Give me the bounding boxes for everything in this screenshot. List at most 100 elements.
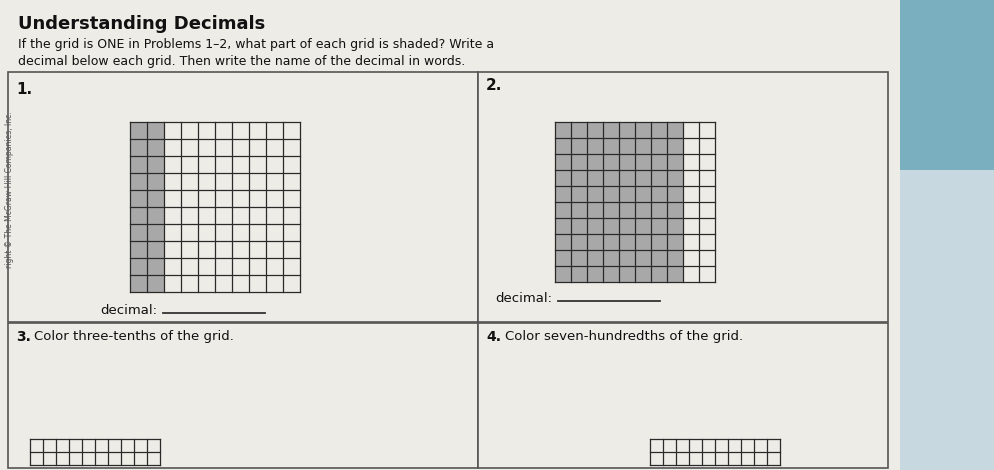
Bar bbox=[130, 224, 147, 241]
Text: 1.: 1. bbox=[16, 83, 32, 97]
Bar bbox=[130, 207, 147, 224]
Bar bbox=[602, 266, 618, 282]
Text: right © The McGraw-Hill Companies, Inc.: right © The McGraw-Hill Companies, Inc. bbox=[6, 112, 15, 268]
Bar bbox=[130, 258, 147, 275]
Bar bbox=[634, 234, 650, 250]
Bar bbox=[634, 122, 650, 138]
Bar bbox=[650, 154, 666, 170]
Text: 4.: 4. bbox=[485, 330, 501, 344]
Bar bbox=[666, 170, 682, 186]
Bar bbox=[666, 202, 682, 218]
Bar bbox=[666, 138, 682, 154]
Bar bbox=[147, 207, 164, 224]
Bar bbox=[650, 266, 666, 282]
Bar bbox=[586, 202, 602, 218]
Bar bbox=[650, 138, 666, 154]
Bar bbox=[8, 72, 477, 322]
Bar bbox=[666, 266, 682, 282]
Bar bbox=[650, 234, 666, 250]
Bar bbox=[634, 250, 650, 266]
Bar bbox=[666, 122, 682, 138]
Bar bbox=[477, 323, 887, 468]
Bar bbox=[477, 72, 887, 322]
Bar bbox=[618, 218, 634, 234]
Bar bbox=[602, 218, 618, 234]
Bar bbox=[571, 186, 586, 202]
Bar bbox=[650, 202, 666, 218]
Text: 2.: 2. bbox=[485, 78, 502, 93]
Bar bbox=[555, 250, 571, 266]
Bar bbox=[130, 275, 147, 292]
Bar bbox=[634, 138, 650, 154]
Bar bbox=[586, 154, 602, 170]
Bar bbox=[602, 138, 618, 154]
Bar bbox=[586, 122, 602, 138]
Bar bbox=[650, 186, 666, 202]
Bar bbox=[618, 202, 634, 218]
Bar bbox=[618, 122, 634, 138]
Bar bbox=[650, 170, 666, 186]
Bar bbox=[555, 154, 571, 170]
Bar bbox=[586, 250, 602, 266]
Bar bbox=[618, 234, 634, 250]
Bar bbox=[618, 250, 634, 266]
Bar bbox=[147, 258, 164, 275]
Bar bbox=[555, 186, 571, 202]
Bar bbox=[147, 275, 164, 292]
Bar bbox=[602, 186, 618, 202]
Bar bbox=[666, 250, 682, 266]
Text: If the grid is ONE in Problems 1–2, what part of each grid is shaded? Write a: If the grid is ONE in Problems 1–2, what… bbox=[18, 38, 494, 51]
Bar bbox=[555, 170, 571, 186]
Bar bbox=[666, 234, 682, 250]
Bar bbox=[555, 202, 571, 218]
Bar bbox=[147, 224, 164, 241]
Bar bbox=[586, 170, 602, 186]
Bar bbox=[555, 266, 571, 282]
Bar bbox=[586, 234, 602, 250]
Bar bbox=[634, 266, 650, 282]
Bar bbox=[618, 186, 634, 202]
Text: Color seven-hundredths of the grid.: Color seven-hundredths of the grid. bbox=[505, 330, 743, 343]
Bar bbox=[555, 218, 571, 234]
Bar bbox=[571, 154, 586, 170]
Bar bbox=[130, 139, 147, 156]
Bar bbox=[571, 122, 586, 138]
Bar bbox=[130, 190, 147, 207]
Bar bbox=[869, 0, 994, 170]
Bar bbox=[666, 154, 682, 170]
Bar bbox=[602, 234, 618, 250]
Bar bbox=[555, 122, 571, 138]
Bar bbox=[571, 138, 586, 154]
Text: 3.: 3. bbox=[16, 330, 31, 344]
Bar bbox=[634, 170, 650, 186]
Bar bbox=[650, 218, 666, 234]
Bar bbox=[130, 156, 147, 173]
Bar bbox=[571, 202, 586, 218]
Bar bbox=[586, 218, 602, 234]
Bar bbox=[634, 154, 650, 170]
Bar bbox=[602, 154, 618, 170]
Bar bbox=[555, 234, 571, 250]
Bar bbox=[555, 138, 571, 154]
Bar bbox=[618, 154, 634, 170]
Bar bbox=[571, 170, 586, 186]
Text: Understanding Decimals: Understanding Decimals bbox=[18, 15, 265, 33]
Bar bbox=[571, 266, 586, 282]
Bar bbox=[618, 266, 634, 282]
Bar bbox=[602, 170, 618, 186]
Bar bbox=[634, 202, 650, 218]
Bar bbox=[602, 202, 618, 218]
Bar bbox=[602, 122, 618, 138]
Bar bbox=[634, 186, 650, 202]
Bar bbox=[147, 241, 164, 258]
Bar bbox=[666, 186, 682, 202]
Bar bbox=[147, 122, 164, 139]
Bar bbox=[618, 170, 634, 186]
Bar bbox=[586, 186, 602, 202]
Bar bbox=[147, 190, 164, 207]
Bar bbox=[618, 138, 634, 154]
Bar bbox=[571, 250, 586, 266]
Bar bbox=[147, 156, 164, 173]
Bar bbox=[586, 266, 602, 282]
Bar bbox=[571, 234, 586, 250]
